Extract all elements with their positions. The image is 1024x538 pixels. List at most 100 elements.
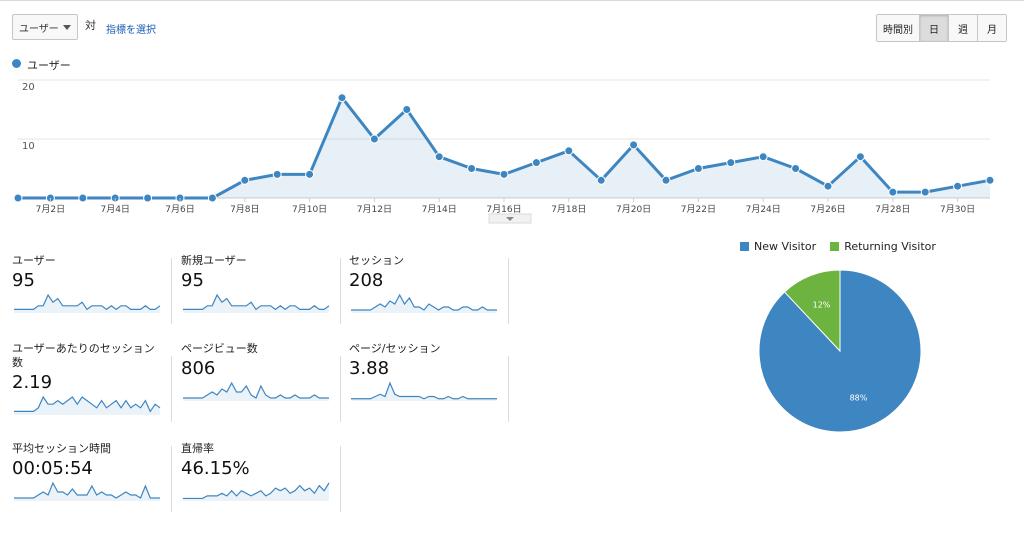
data-point[interactable] [240,175,250,185]
chevron-down-icon [506,217,514,221]
data-point[interactable] [953,181,963,191]
data-point[interactable] [337,93,347,103]
legend-new-visitor[interactable]: New Visitor [754,240,817,253]
metric-divider [171,446,172,512]
sparkline-area [14,397,160,415]
sparkline-line [183,482,330,500]
metric-sparkline [183,293,330,313]
x-tick-label: 7月26日 [810,204,845,215]
data-point[interactable] [726,158,736,168]
x-tick-label: 7月14日 [422,204,457,215]
sparkline-area [183,295,329,313]
metric-card[interactable]: ユーザー 95 [12,254,172,320]
pie-label-new-visitor: 88% [850,394,868,403]
pie-label-returning-visitor: 12% [813,300,831,309]
x-tick-label: 7月18日 [551,204,586,215]
data-point[interactable] [791,164,801,173]
data-point[interactable] [888,187,898,197]
metric-divider [340,258,341,324]
data-point[interactable] [531,158,541,168]
data-point[interactable] [823,181,833,191]
metric-value: 46.15% [181,458,250,479]
metric-card[interactable]: 新規ユーザー 95 [181,254,341,320]
x-tick-label: 7月28日 [875,204,910,215]
x-tick-label: 7月12日 [357,204,392,215]
new-visitor-swatch [740,242,749,251]
period-week-button[interactable]: 週 [948,15,977,41]
data-point[interactable] [402,105,412,114]
pie-slice-returning-visitor[interactable] [783,269,841,353]
data-point[interactable] [855,152,865,162]
metric-card[interactable]: ページ/セッション 3.88 [349,342,509,408]
data-point[interactable] [985,175,995,185]
series-points [13,93,995,203]
pick-metric-link[interactable]: 指標を選択 [106,25,156,36]
metric-sparkline [14,293,161,313]
metric-value: 95 [181,270,204,291]
data-point[interactable] [13,193,23,203]
data-point[interactable] [596,175,606,185]
metric-value: 3.88 [349,358,390,379]
vs-label: 対 [85,19,96,32]
metric-select[interactable]: ユーザー [12,14,78,40]
metric-label: ユーザー [12,254,56,267]
metric-card[interactable]: 平均セッション時間 00:05:54 [12,442,172,508]
metric-divider [340,356,341,422]
data-point[interactable] [499,169,509,179]
data-point[interactable] [564,146,574,156]
metric-card[interactable]: 直帰率 46.15% [181,442,341,508]
metric-label: 新規ユーザー [181,254,247,267]
metric-sparkline [351,293,497,313]
data-point[interactable] [434,152,444,162]
period-hourly-button[interactable]: 時間別 [877,15,919,41]
x-tick-label: 7月24日 [746,204,781,215]
metric-card[interactable]: ページビュー数 806 [181,342,341,408]
metric-label: 平均セッション時間 [12,442,111,455]
x-tick-label: 7月2日 [36,204,65,215]
metric-divider [508,258,509,324]
period-day-button[interactable]: 日 [919,15,948,41]
metric-sparkline [183,482,330,501]
metric-sparkline [14,481,160,501]
x-tick-label: 7月22日 [681,204,716,215]
top-border [0,0,1024,1]
data-point[interactable] [207,193,217,203]
metric-sparkline [351,381,497,401]
pie-legend: New Visitor Returning Visitor [740,240,936,253]
metric-label: セッション [349,254,404,267]
sparkline-line [351,381,497,400]
metric-sparkline [183,381,329,401]
series-legend-dot [12,59,21,68]
series-legend-label: ユーザー [27,59,71,72]
sparkline-area [183,483,329,501]
sparkline-area [14,295,160,313]
sparkline-area [351,383,497,401]
legend-returning-visitor[interactable]: Returning Visitor [844,240,936,253]
metric-value: 806 [181,358,216,379]
data-point[interactable] [661,175,671,185]
data-point[interactable] [629,140,639,150]
x-tick-label: 7月16日 [486,204,521,215]
data-point[interactable] [693,164,703,173]
metric-divider [340,446,341,512]
users-line-chart: 20 10 7月2日 7月4日 7月6日 7月8日 7月10日 7月12日 7月14日 7月1… [13,79,995,224]
data-point[interactable] [305,169,315,179]
sparkline-area [14,483,160,501]
data-point[interactable] [920,187,930,197]
data-point[interactable] [758,152,768,162]
metric-value: 95 [12,270,35,291]
metric-card[interactable]: セッション 208 [349,254,509,320]
data-point[interactable] [143,193,153,203]
period-month-button[interactable]: 月 [977,15,1006,41]
x-tick-label: 7月20日 [616,204,651,215]
metric-divider [171,356,172,422]
data-point[interactable] [78,193,88,203]
returning-visitor-swatch [830,242,840,251]
metric-sparkline [14,395,161,415]
series-area [18,97,990,198]
data-point[interactable] [369,134,379,144]
data-point[interactable] [272,169,282,179]
metric-card[interactable]: ユーザーあたりのセッション数 2.19 [12,342,172,415]
sparkline-line [351,293,497,311]
data-point[interactable] [467,164,477,173]
